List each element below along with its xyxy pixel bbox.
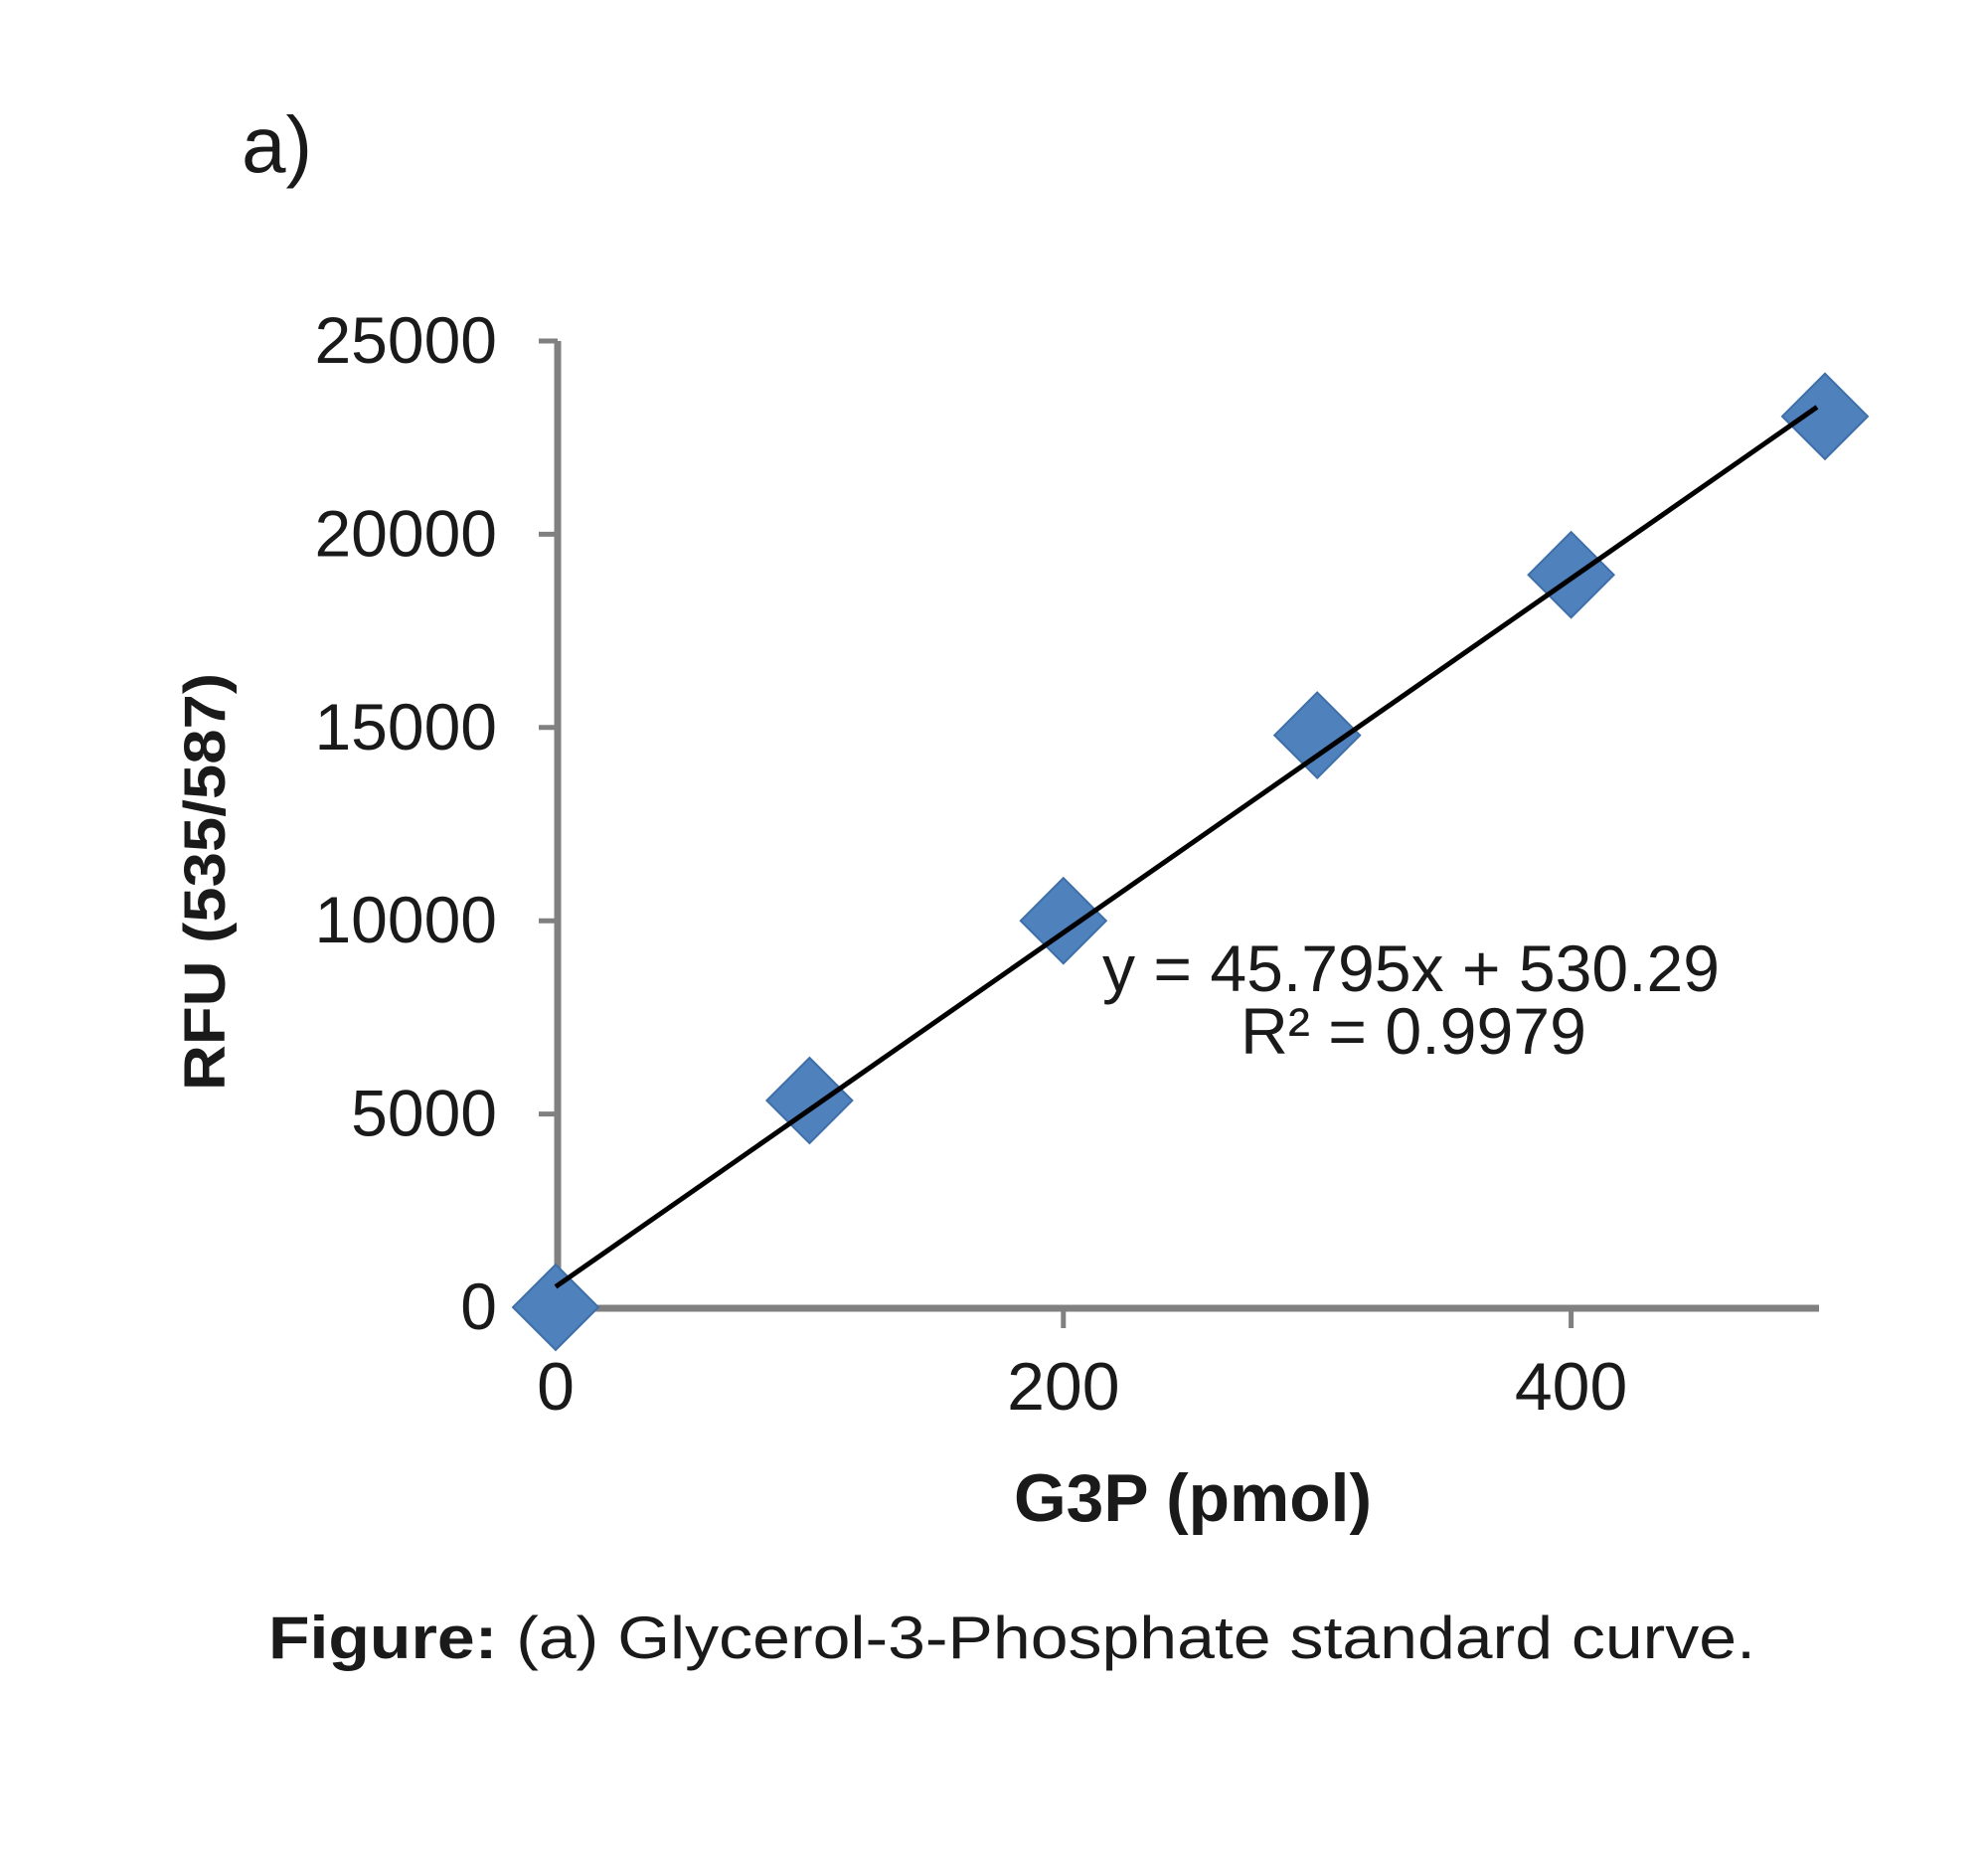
trendline xyxy=(554,405,1819,1289)
x-axis-title: G3P (pmol) xyxy=(1014,1460,1372,1536)
data-point-diamond xyxy=(1019,876,1108,965)
trendline-r-squared: R² = 0.9979 xyxy=(1241,994,1586,1068)
y-tick-label: 15000 xyxy=(314,690,497,763)
plot-area: 0 5000 10000 15000 20000 25000 0 200 400 xyxy=(314,303,1870,1425)
panel-label: a) xyxy=(242,100,312,189)
x-axis-ticks: 0 200 400 xyxy=(537,1308,1627,1425)
y-axis-ticks: 0 5000 10000 15000 20000 25000 xyxy=(314,303,558,1343)
y-tick-label: 25000 xyxy=(314,303,497,377)
caption-text: (a) Glycerol-3-Phosphate standard curve. xyxy=(497,1605,1755,1671)
y-tick-label: 5000 xyxy=(351,1077,497,1150)
figure-caption: Figure: (a) Glycerol-3-Phosphate standar… xyxy=(268,1605,1755,1671)
y-tick-label: 0 xyxy=(460,1269,497,1343)
data-point-diamond xyxy=(1780,372,1870,461)
x-tick-label: 400 xyxy=(1515,1349,1627,1425)
x-tick-label: 200 xyxy=(1007,1349,1119,1425)
x-tick-label: 0 xyxy=(537,1349,575,1425)
y-tick-label: 20000 xyxy=(314,496,497,570)
y-tick-label: 10000 xyxy=(314,883,497,956)
data-point-diamond xyxy=(1272,691,1362,779)
trendline-equation: y = 45.795x + 530.29 xyxy=(1102,931,1720,1005)
y-axis-title: RFU (535/587) xyxy=(173,673,238,1091)
caption-prefix: Figure: xyxy=(268,1605,497,1671)
data-point-diamond xyxy=(511,1263,600,1352)
